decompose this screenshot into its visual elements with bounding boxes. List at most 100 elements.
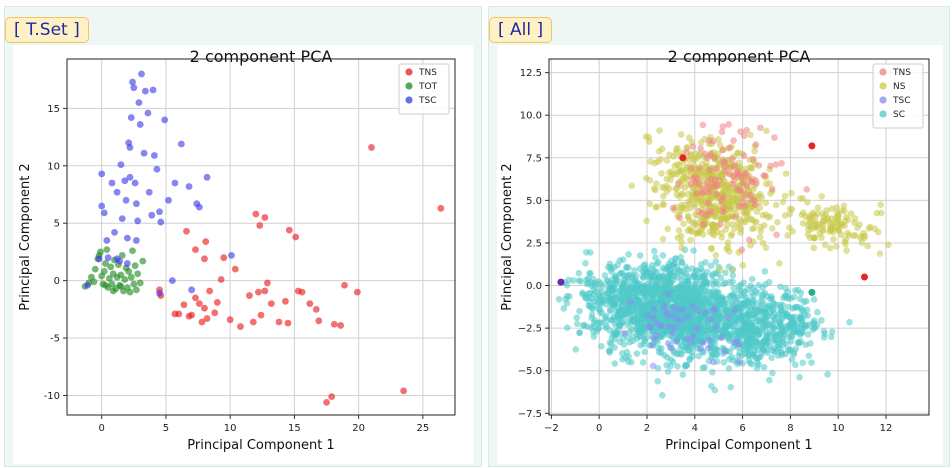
legend: TNS TOT TSC [398, 63, 450, 115]
data-point-sc [632, 325, 640, 332]
data-point-sc [754, 359, 761, 367]
data-point-ns [810, 244, 818, 252]
data-point-tsc [684, 335, 691, 343]
data-point-ns [650, 185, 658, 193]
data-point-sc [701, 364, 708, 371]
x-tick-label: 8 [787, 423, 793, 434]
data-point-tsc [697, 345, 705, 352]
data-point-ns [799, 195, 807, 202]
data-point-tns [741, 193, 748, 201]
x-tick-label: 12 [880, 423, 893, 434]
data-point-sc [614, 261, 621, 269]
data-point-tsc [108, 179, 116, 187]
data-point-ns [653, 180, 660, 187]
data-point-tsc [117, 161, 125, 169]
x-tick-label: 0 [596, 423, 602, 434]
data-point-tsc [644, 312, 652, 319]
data-point-sc [619, 356, 626, 363]
data-point-sc [598, 342, 605, 350]
data-point-sc [827, 333, 835, 341]
data-point-tsc [203, 173, 211, 181]
data-point-tsc [710, 358, 717, 366]
data-point-tns [211, 309, 219, 317]
data-point-sc [761, 336, 768, 344]
data-point-ns [864, 242, 871, 250]
data-point-tns [697, 145, 704, 152]
data-point-tns [709, 183, 717, 191]
data-point-tsc [136, 121, 144, 128]
data-point-sc [629, 333, 637, 340]
data-point-sc [631, 267, 638, 274]
data-point-tns [736, 187, 744, 194]
data-point-tsc [649, 342, 657, 349]
data-point-tsc [141, 87, 149, 95]
data-point-sc [726, 348, 733, 355]
data-point-sc [769, 307, 776, 314]
x-tick-label: 0 [99, 423, 105, 434]
legend-label-ns: NS [893, 82, 906, 92]
data-point-tns [695, 208, 703, 215]
data-point-sc [651, 247, 658, 255]
data-point-tns [312, 305, 320, 313]
data-point-ns [832, 243, 840, 250]
chart-title: 2 component PCA [190, 47, 333, 66]
data-point-sc [579, 289, 586, 297]
data-point-sc [759, 295, 766, 302]
data-point-tns [730, 137, 737, 144]
data-point-ns [678, 238, 685, 246]
legend-label-tns: TNS [418, 68, 437, 78]
data-point-sc [725, 365, 733, 372]
data-point-sc [617, 269, 625, 277]
data-point-sc [711, 331, 719, 338]
data-point-tot [139, 257, 147, 265]
data-point-sc [677, 301, 685, 309]
data-point-ns [646, 200, 654, 208]
data-point-tns [689, 143, 697, 150]
data-point-sc [623, 288, 630, 295]
data-point-sc [659, 274, 667, 282]
data-point-tns [696, 164, 703, 172]
data-point-tsc [704, 344, 712, 352]
data-point-ns [761, 221, 768, 229]
y-tick-label: -10 [44, 391, 60, 402]
data-point-tns [699, 121, 707, 129]
data-point-sc [678, 259, 686, 266]
data-point-sc [729, 357, 737, 364]
data-point-ns [776, 260, 783, 267]
data-point-sc [797, 304, 805, 312]
plot-frame [66, 58, 456, 416]
data-point-ns [675, 227, 683, 234]
data-point-tns [755, 162, 763, 169]
data-point-tsc [118, 215, 126, 223]
data-point-sc [688, 348, 696, 356]
data-point-sc [635, 298, 643, 306]
data-point-tsc [649, 362, 657, 370]
data-point-sc [594, 319, 601, 327]
data-point-sc [576, 329, 583, 336]
data-point-sc [777, 283, 784, 291]
data-point-sc [703, 279, 711, 287]
x-axis-label: Principal Component 1 [187, 438, 334, 453]
data-point-ns [781, 212, 789, 219]
data-point-tsc [153, 165, 161, 173]
data-point-sc [690, 247, 697, 254]
data-point-sc [774, 313, 781, 320]
data-point-tsc [668, 344, 675, 352]
data-point-sc [565, 276, 573, 284]
data-point-sc [709, 368, 716, 376]
data-point-sc [776, 301, 784, 309]
data-point-sc [606, 347, 614, 354]
data-point-ns [658, 170, 665, 177]
data-point-sc [727, 383, 734, 391]
data-point-sc [729, 272, 737, 279]
data-point-sc [762, 321, 770, 329]
data-point-tsc [228, 251, 235, 259]
data-point-sc [616, 338, 624, 346]
data-point-tot [117, 282, 125, 290]
chart-title: 2 component PCA [668, 47, 811, 66]
data-point-tsc [132, 200, 140, 208]
data-point-sc [555, 295, 563, 303]
data-point-sc [667, 362, 674, 370]
data-point-tsc [673, 314, 680, 322]
data-point-sc [748, 275, 756, 283]
